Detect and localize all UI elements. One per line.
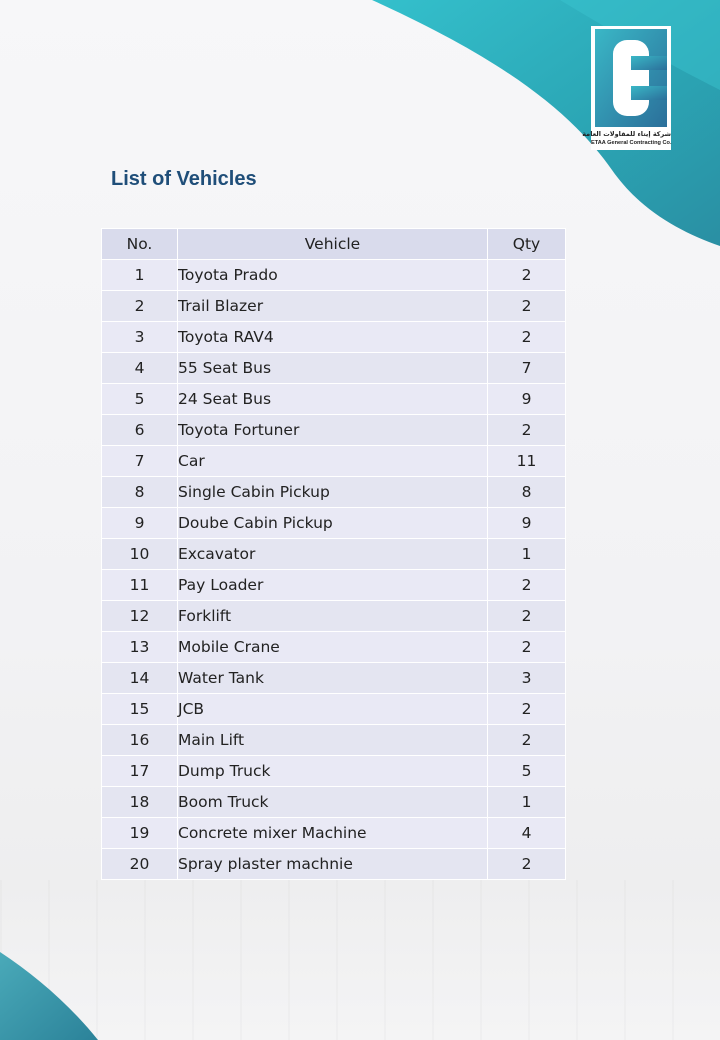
cell-qty: 7: [487, 352, 566, 384]
cell-qty: 2: [487, 631, 566, 663]
cell-vehicle: Boom Truck: [177, 786, 488, 818]
cell-vehicle: Car: [177, 445, 488, 477]
table-row: 19 Concrete mixer Machine 4: [101, 817, 566, 849]
cell-qty: 9: [487, 507, 566, 539]
cell-qty: 1: [487, 538, 566, 570]
table-row: 17 Dump Truck 5: [101, 755, 566, 787]
cell-vehicle: Mobile Crane: [177, 631, 488, 663]
cell-no: 1: [101, 259, 178, 291]
header-vehicle: Vehicle: [177, 228, 488, 260]
cell-no: 8: [101, 476, 178, 508]
table-row: 2 Trail Blazer 2: [101, 290, 566, 322]
cell-no: 11: [101, 569, 178, 601]
cell-no: 6: [101, 414, 178, 446]
cell-no: 16: [101, 724, 178, 756]
cell-vehicle: 24 Seat Bus: [177, 383, 488, 415]
cell-vehicle: 55 Seat Bus: [177, 352, 488, 384]
cell-qty: 8: [487, 476, 566, 508]
cell-no: 19: [101, 817, 178, 849]
cell-vehicle: Main Lift: [177, 724, 488, 756]
cell-vehicle: Single Cabin Pickup: [177, 476, 488, 508]
cell-qty: 2: [487, 414, 566, 446]
cell-no: 2: [101, 290, 178, 322]
table-body: 1 Toyota Prado 2 2 Trail Blazer 2 3 Toyota RAV4…: [101, 259, 566, 880]
cell-vehicle: Water Tank: [177, 662, 488, 694]
cell-qty: 2: [487, 724, 566, 756]
cell-no: 18: [101, 786, 178, 818]
cell-qty: 3: [487, 662, 566, 694]
cell-vehicle: JCB: [177, 693, 488, 725]
cell-qty: 2: [487, 259, 566, 291]
table-row: 15 JCB 2: [101, 693, 566, 725]
cell-qty: 2: [487, 569, 566, 601]
cell-no: 17: [101, 755, 178, 787]
cell-no: 20: [101, 848, 178, 880]
cell-qty: 4: [487, 817, 566, 849]
logo-mark-icon: [595, 29, 667, 127]
cell-qty: 2: [487, 290, 566, 322]
cell-no: 7: [101, 445, 178, 477]
table-header-row: No. Vehicle Qty: [101, 228, 566, 260]
page-title: List of Vehicles: [111, 168, 257, 190]
table-row: 10 Excavator 1: [101, 538, 566, 570]
table-row: 6 Toyota Fortuner 2: [101, 414, 566, 446]
background-texture: [0, 880, 720, 1040]
cell-qty: 5: [487, 755, 566, 787]
logo-arabic-name: شركة إيتاء للمقاولات العامة: [582, 130, 671, 138]
cell-no: 10: [101, 538, 178, 570]
cell-qty: 1: [487, 786, 566, 818]
cell-qty: 2: [487, 693, 566, 725]
cell-vehicle: Pay Loader: [177, 569, 488, 601]
cell-vehicle: Toyota RAV4: [177, 321, 488, 353]
cell-vehicle: Spray plaster machnie: [177, 848, 488, 880]
company-logo: شركة إيتاء للمقاولات العامة ETAA General…: [582, 26, 672, 150]
table-row: 7 Car 11: [101, 445, 566, 477]
cell-no: 13: [101, 631, 178, 663]
table-row: 1 Toyota Prado 2: [101, 259, 566, 291]
cell-no: 14: [101, 662, 178, 694]
cell-no: 15: [101, 693, 178, 725]
header-qty: Qty: [487, 228, 566, 260]
cell-qty: 11: [487, 445, 566, 477]
header-no: No.: [101, 228, 178, 260]
cell-vehicle: Dump Truck: [177, 755, 488, 787]
table-row: 14 Water Tank 3: [101, 662, 566, 694]
table-row: 16 Main Lift 2: [101, 724, 566, 756]
cell-vehicle: Excavator: [177, 538, 488, 570]
vehicles-table: No. Vehicle Qty 1 Toyota Prado 2 2 Trail Bla…: [101, 228, 566, 880]
cell-no: 4: [101, 352, 178, 384]
cell-no: 5: [101, 383, 178, 415]
logo-english-name: ETAA General Contracting Co.: [591, 140, 672, 146]
cell-qty: 2: [487, 600, 566, 632]
cell-vehicle: Forklift: [177, 600, 488, 632]
table-row: 5 24 Seat Bus 9: [101, 383, 566, 415]
bottom-left-wave: [0, 952, 98, 1040]
table-row: 9 Doube Cabin Pickup 9: [101, 507, 566, 539]
table-row: 11 Pay Loader 2: [101, 569, 566, 601]
table-row: 18 Boom Truck 1: [101, 786, 566, 818]
cell-vehicle: Trail Blazer: [177, 290, 488, 322]
cell-no: 12: [101, 600, 178, 632]
cell-no: 3: [101, 321, 178, 353]
table-row: 12 Forklift 2: [101, 600, 566, 632]
cell-vehicle: Toyota Prado: [177, 259, 488, 291]
table-row: 4 55 Seat Bus 7: [101, 352, 566, 384]
table-row: 20 Spray plaster machnie 2: [101, 848, 566, 880]
cell-qty: 2: [487, 321, 566, 353]
cell-qty: 2: [487, 848, 566, 880]
table-row: 8 Single Cabin Pickup 8: [101, 476, 566, 508]
cell-vehicle: Toyota Fortuner: [177, 414, 488, 446]
cell-no: 9: [101, 507, 178, 539]
cell-vehicle: Doube Cabin Pickup: [177, 507, 488, 539]
table-row: 13 Mobile Crane 2: [101, 631, 566, 663]
table-row: 3 Toyota RAV4 2: [101, 321, 566, 353]
cell-vehicle: Concrete mixer Machine: [177, 817, 488, 849]
cell-qty: 9: [487, 383, 566, 415]
